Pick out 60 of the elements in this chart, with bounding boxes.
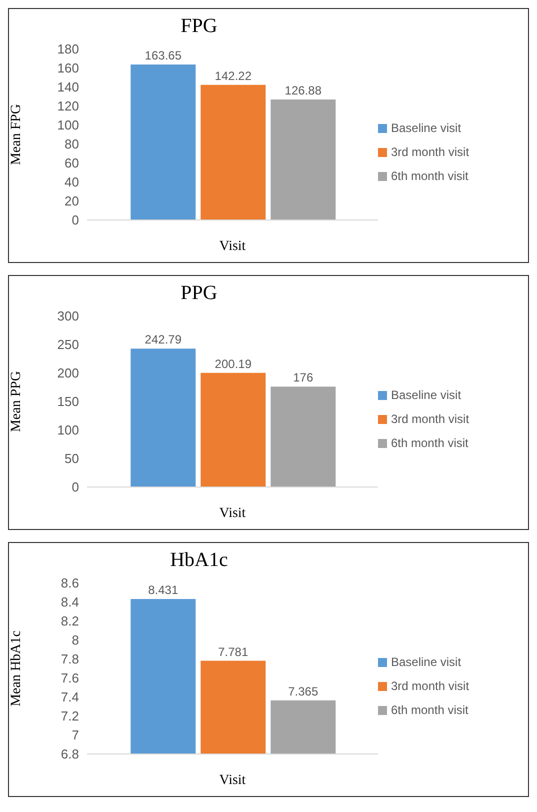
- y-tick-label: 7: [72, 728, 79, 743]
- data-label: 7.365: [288, 684, 318, 698]
- legend-label: 6th month visit: [391, 436, 468, 450]
- y-tick-label: 120: [57, 98, 79, 114]
- y-tick-label: 7.2: [60, 708, 79, 724]
- y-tick-label: 7.6: [60, 670, 79, 686]
- y-tick-label: 0: [72, 212, 79, 228]
- y-tick-label: 6.8: [60, 746, 79, 762]
- y-tick-label: 180: [57, 42, 79, 57]
- y-tick-label: 8.4: [60, 594, 79, 610]
- chart-title: FPG: [180, 14, 218, 39]
- legend-label: 3rd month visit: [391, 144, 470, 158]
- y-tick-label: 60: [64, 156, 79, 171]
- y-tick-label: 200: [57, 366, 79, 381]
- legend-label: Baseline visit: [391, 120, 462, 134]
- y-tick-label: 20: [64, 194, 79, 209]
- data-label: 163.65: [144, 48, 182, 63]
- bar: [130, 348, 196, 487]
- y-tick-label: 0: [72, 480, 79, 495]
- data-label: 176: [293, 370, 314, 385]
- y-tick-label: 140: [57, 80, 79, 95]
- y-axis-title: Mean PPG: [8, 370, 24, 432]
- y-tick-label: 160: [57, 60, 79, 76]
- bar: [200, 372, 266, 487]
- chart-title: HbA1c: [169, 548, 229, 573]
- x-axis-title: Visit: [219, 773, 246, 788]
- y-tick-label: 250: [57, 337, 79, 352]
- data-label: 200.19: [214, 356, 252, 371]
- y-tick-label: 8: [72, 632, 79, 648]
- legend-label: Baseline visit: [391, 654, 462, 668]
- legend-label: 3rd month visit: [391, 412, 470, 426]
- data-label: 126.88: [284, 83, 322, 98]
- bar: [270, 386, 336, 487]
- chart-title: PPG: [180, 281, 218, 306]
- data-label: 242.79: [144, 332, 182, 347]
- legend-label: 6th month visit: [391, 168, 468, 182]
- bar: [130, 64, 196, 220]
- y-tick-label: 8.2: [60, 614, 79, 629]
- x-axis-title: Visit: [219, 239, 246, 254]
- y-axis-title: Mean FPG: [8, 104, 24, 166]
- data-label: 142.22: [214, 68, 252, 83]
- legend-label: Baseline visit: [391, 388, 462, 402]
- data-label: 8.431: [148, 583, 178, 598]
- y-tick-label: 8.6: [60, 576, 79, 591]
- y-tick-label: 300: [57, 308, 79, 324]
- x-axis-title: Visit: [219, 506, 246, 521]
- y-tick-label: 7.4: [60, 690, 79, 705]
- y-tick-label: 40: [64, 174, 79, 190]
- legend-label: 3rd month visit: [391, 678, 470, 692]
- y-tick-label: 50: [64, 451, 79, 466]
- legend-label: 6th month visit: [391, 702, 468, 716]
- y-tick-label: 100: [57, 118, 79, 133]
- y-tick-label: 100: [57, 422, 79, 438]
- bar: [200, 84, 266, 220]
- y-tick-label: 150: [57, 394, 79, 410]
- bar: [270, 99, 336, 220]
- y-tick-label: 80: [64, 136, 79, 152]
- y-tick-label: 7.8: [60, 652, 79, 667]
- data-label: 7.781: [218, 644, 248, 659]
- y-axis-title: Mean HbA1c: [8, 630, 24, 706]
